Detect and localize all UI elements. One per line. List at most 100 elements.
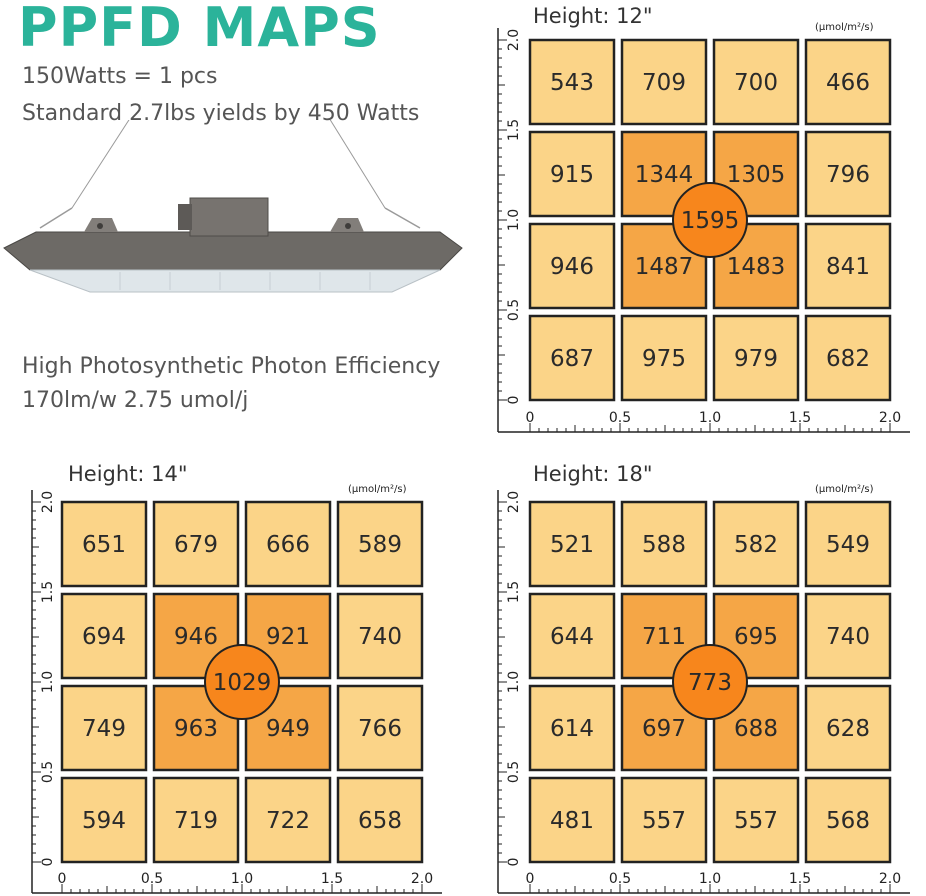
heat-cell: [712, 38, 800, 126]
cell-value: 687: [550, 346, 594, 372]
heat-cell: [60, 776, 148, 864]
heat-cell: [804, 130, 892, 218]
heat-cell: [620, 592, 708, 680]
y-tick-label: 0: [506, 396, 522, 405]
cell-value: 915: [550, 162, 594, 188]
cell-value: 946: [550, 254, 594, 280]
center-marker: [672, 644, 748, 720]
cell-value: 1487: [635, 254, 694, 280]
cell-value: 841: [826, 254, 870, 280]
heat-cell: [804, 776, 892, 864]
y-tick-label: 2.0: [40, 491, 56, 513]
cell-value: 644: [550, 624, 594, 650]
x-tick-label: 0: [526, 871, 535, 887]
x-tick-label: 0: [58, 871, 67, 887]
cell-value: 796: [826, 162, 870, 188]
unit-label: (μmol/m²/s): [815, 484, 874, 495]
heat-cell: [620, 222, 708, 310]
spec-yield: Standard 2.7lbs yields by 450 Watts: [22, 101, 420, 126]
cell-value: 543: [550, 70, 594, 96]
x-tick-label: 2.0: [879, 410, 901, 426]
cell-value: 946: [174, 624, 218, 650]
heat-cell: [336, 684, 424, 772]
heat-cell: [152, 592, 240, 680]
spec-power: 150Watts = 1 pcs: [22, 64, 218, 89]
cell-value: 1344: [635, 162, 694, 188]
y-tick-label: 2.0: [506, 491, 522, 513]
cell-value: 682: [826, 346, 870, 372]
heat-cell: [712, 684, 800, 772]
heat-cell: [336, 592, 424, 680]
cell-value: 688: [734, 716, 778, 742]
cell-value: 1483: [727, 254, 786, 280]
x-tick-label: 1.0: [231, 871, 253, 887]
heat-cell: [620, 776, 708, 864]
heat-cell: [244, 500, 332, 588]
map-title: Height: 12": [533, 4, 653, 28]
y-tick-label: 1.5: [506, 119, 522, 141]
cell-value: 589: [358, 532, 402, 558]
cell-value: 1305: [727, 162, 786, 188]
heat-cell: [60, 500, 148, 588]
heat-cell: [620, 684, 708, 772]
heat-cell: [804, 38, 892, 126]
heat-cell: [712, 500, 800, 588]
spec-efficiency: High Photosynthetic Photon Efficiency: [22, 354, 441, 379]
cell-value: 740: [358, 624, 402, 650]
cell-value: 749: [82, 716, 126, 742]
cell-value: 557: [642, 808, 686, 834]
y-tick-label: 1.0: [506, 671, 522, 693]
heat-cell: [528, 776, 616, 864]
x-tick-label: 1.5: [789, 871, 811, 887]
heat-cell: [804, 222, 892, 310]
cell-value: 694: [82, 624, 126, 650]
cell-value: 975: [642, 346, 686, 372]
y-tick-label: 2.0: [506, 29, 522, 51]
cell-value: 568: [826, 808, 870, 834]
heat-cell: [804, 592, 892, 680]
x-tick-label: 1.0: [699, 410, 721, 426]
spec-lumens: 170lm/w 2.75 umol/j: [22, 388, 249, 413]
heat-cell: [152, 776, 240, 864]
heat-cell: [336, 776, 424, 864]
cell-value: 711: [642, 624, 686, 650]
heat-cell: [804, 314, 892, 402]
y-tick-label: 0.5: [40, 761, 56, 783]
cell-value: 614: [550, 716, 594, 742]
heat-cell: [712, 222, 800, 310]
y-tick-label: 0.5: [506, 761, 522, 783]
unit-label: (μmol/m²/s): [348, 484, 407, 495]
cell-value: 722: [266, 808, 310, 834]
heat-cell: [152, 684, 240, 772]
cell-value: 921: [266, 624, 310, 650]
heat-cell: [60, 684, 148, 772]
cell-value: 582: [734, 532, 778, 558]
cell-value: 666: [266, 532, 310, 558]
cell-value: 481: [550, 808, 594, 834]
heat-cell: [528, 314, 616, 402]
cell-value: 979: [734, 346, 778, 372]
heat-cell: [712, 130, 800, 218]
x-tick-label: 1.0: [699, 871, 721, 887]
heat-cell: [620, 500, 708, 588]
y-tick-label: 0: [506, 858, 522, 867]
cell-value: 719: [174, 808, 218, 834]
heat-cell: [528, 592, 616, 680]
heat-cell: [620, 314, 708, 402]
heat-cell: [244, 592, 332, 680]
heat-cell: [528, 222, 616, 310]
cell-value: 628: [826, 716, 870, 742]
center-marker: [672, 182, 748, 258]
cell-value: 557: [734, 808, 778, 834]
heat-cell: [712, 776, 800, 864]
cell-value: 766: [358, 716, 402, 742]
heat-cell: [804, 500, 892, 588]
cell-value: 679: [174, 532, 218, 558]
center-value: 773: [688, 670, 732, 696]
unit-label: (μmol/m²/s): [815, 22, 874, 33]
cell-value: 549: [826, 532, 870, 558]
cell-value: 466: [826, 70, 870, 96]
x-tick-label: 0.5: [609, 410, 631, 426]
heat-cell: [620, 130, 708, 218]
y-tick-label: 1.0: [506, 209, 522, 231]
